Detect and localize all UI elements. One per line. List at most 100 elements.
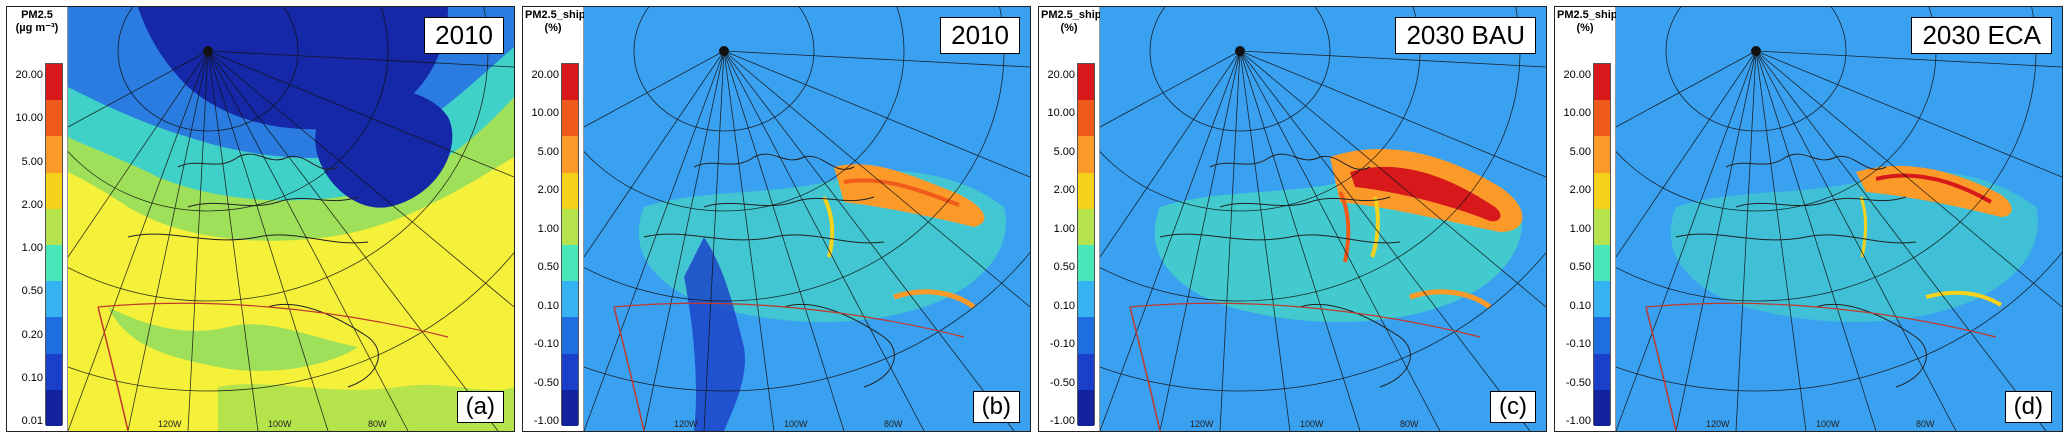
colorbar-tick-label: 1.00 <box>1053 222 1075 235</box>
legend-title-line1-d: PM2.5_ship <box>1557 9 1618 21</box>
colorbar-segment <box>1078 64 1094 101</box>
lon-label-d-2: 80W <box>1916 419 1935 429</box>
colorbar-tick-label: 20.00 <box>1563 69 1591 81</box>
colorbar-segment <box>1594 317 1610 354</box>
legend-c: PM2.5_ship (%) 20.00 10.00 5.00 2.00 1.00 0.5… <box>1039 7 1102 431</box>
legend-title-line2-a: (µg m⁻³) <box>15 22 59 34</box>
colorbar-tick-label: 0.50 <box>21 285 43 298</box>
colorbar-segment <box>46 64 62 101</box>
colorbar-a <box>45 63 63 426</box>
colorbar-segment <box>562 244 578 282</box>
colorbar-segment <box>1594 64 1610 101</box>
colorbar-segment <box>46 100 62 137</box>
panel-label-a: (a) <box>456 391 504 423</box>
legend-title-line2-d: (%) <box>1576 22 1594 34</box>
legend-title-a: PM2.5 (µg m⁻³) <box>9 9 65 35</box>
colorbar-tick-label: 0.10 <box>1053 299 1075 312</box>
colorbar-tick-label: 20.00 <box>15 69 43 81</box>
colorbar-tick-label: 1.00 <box>21 242 43 254</box>
map-b: 120W 100W 80W 2010 (b) <box>584 7 1030 431</box>
colorbar-segment <box>46 353 62 390</box>
map-c: 120W 100W 80W 2030 BAU (c) <box>1100 7 1546 431</box>
colorbar-tick-label: 10.00 <box>531 107 559 120</box>
colorbar-segment <box>1078 353 1094 390</box>
colorbar-segment <box>1594 136 1610 173</box>
legend-title-c: PM2.5_ship (%) <box>1041 9 1102 35</box>
colorbar-segment <box>1594 172 1610 209</box>
lon-label-d-0: 120W <box>1706 419 1730 429</box>
lon-label-a-1: 100W <box>268 419 292 429</box>
colorbar-segment <box>46 172 62 209</box>
lon-label-b-0: 120W <box>674 419 698 429</box>
colorbar-segment <box>46 281 62 318</box>
colorbar-tick-label: 5.00 <box>1053 145 1075 158</box>
map-d: 120W 100W 80W 2030 ECA (d) <box>1616 7 2062 431</box>
legend-title-d: PM2.5_ship (%) <box>1557 9 1618 35</box>
colorbar-segment <box>46 244 62 282</box>
lon-label-c-2: 80W <box>1400 419 1419 429</box>
legend-d: PM2.5_ship (%) 20.00 10.00 5.00 2.00 1.00 0.5… <box>1555 7 1618 431</box>
colorbar-segment <box>1594 353 1610 390</box>
colorbar-segment <box>562 208 578 245</box>
panel-title-a: 2010 <box>424 17 504 54</box>
map-svg-a <box>68 7 514 431</box>
colorbar-segment <box>562 353 578 390</box>
colorbar-segment <box>562 281 578 318</box>
legend-a: PM2.5 (µg m⁻³) 20.00 10.00 5.00 2.00 1.00 0.5… <box>7 7 68 431</box>
panel-d: PM2.5_ship (%) 20.00 10.00 5.00 2.00 1.00 0.5… <box>1554 6 2063 432</box>
colorbar-tick-label: 0.50 <box>537 261 559 274</box>
legend-title-line1-b: PM2.5_ship <box>525 9 586 21</box>
lon-label-a-0: 120W <box>158 419 182 429</box>
colorbar-segment <box>1594 244 1610 282</box>
map-svg-c <box>1100 7 1546 431</box>
colorbar-segment <box>1594 389 1610 426</box>
legend-title-line1-a: PM2.5 <box>21 9 53 21</box>
map-svg-d <box>1616 7 2062 431</box>
colorbar-tick-label: 10.00 <box>15 112 43 125</box>
panel-b: PM2.5_ship (%) 20.00 10.00 5.00 2.00 1.00 0.5… <box>522 6 1031 432</box>
colorbar-tick-label: 0.20 <box>21 328 43 341</box>
colorbar-d <box>1593 63 1611 426</box>
colorbar-segment <box>1078 317 1094 354</box>
colorbar-segment <box>1594 100 1610 137</box>
colorbar-tick-label: 10.00 <box>1047 107 1075 120</box>
colorbar-segment <box>562 317 578 354</box>
colorbar-segment <box>46 208 62 245</box>
colorbar-segment <box>1078 389 1094 426</box>
lon-label-a-2: 80W <box>368 419 387 429</box>
colorbar-tick-label: 0.10 <box>21 371 43 384</box>
colorbar-segment <box>1078 172 1094 209</box>
colorbar-tick-label: 20.00 <box>531 69 559 81</box>
colorbar-segment <box>562 389 578 426</box>
colorbar-tick-label: 1.00 <box>1569 222 1591 235</box>
lon-label-d-1: 100W <box>1816 419 1840 429</box>
colorbar-tick-label: 0.01 <box>21 415 43 427</box>
panel-title-d: 2030 ECA <box>1911 17 2052 54</box>
colorbar-tick-label: 5.00 <box>1569 145 1591 158</box>
legend-title-line2-b: (%) <box>544 22 562 34</box>
colorbar-tick-label: 0.50 <box>1053 261 1075 274</box>
colorbar-tick-label: -0.50 <box>1565 376 1591 389</box>
colorbar-tick-label: -0.10 <box>533 338 559 351</box>
colorbar-tick-label: 1.00 <box>537 222 559 235</box>
colorbar-tick-label: -1.00 <box>1049 415 1075 427</box>
panel-label-d: (d) <box>2004 391 2052 423</box>
panel-title-b: 2010 <box>940 17 1020 54</box>
colorbar-tick-label: 5.00 <box>21 155 43 168</box>
colorbar-tick-label: -1.00 <box>1565 415 1591 427</box>
legend-title-b: PM2.5_ship (%) <box>525 9 586 35</box>
colorbar-tick-label: -0.50 <box>1049 376 1075 389</box>
panel-title-c: 2030 BAU <box>1395 17 1536 54</box>
panel-label-b: (b) <box>972 391 1020 423</box>
colorbar-segment <box>1594 281 1610 318</box>
legend-b: PM2.5_ship (%) 20.00 10.00 5.00 2.00 1.00 0.5… <box>523 7 586 431</box>
colorbar-segment <box>1078 100 1094 137</box>
lon-label-b-1: 100W <box>784 419 808 429</box>
colorbar-tick-label: 2.00 <box>21 198 43 211</box>
colorbar-tick-label: 0.10 <box>1569 299 1591 312</box>
colorbar-tick-label: -1.00 <box>533 415 559 427</box>
colorbar-tick-label: 10.00 <box>1563 107 1591 120</box>
panel-c: PM2.5_ship (%) 20.00 10.00 5.00 2.00 1.00 0.5… <box>1038 6 1547 432</box>
colorbar-tick-label: -0.10 <box>1565 338 1591 351</box>
